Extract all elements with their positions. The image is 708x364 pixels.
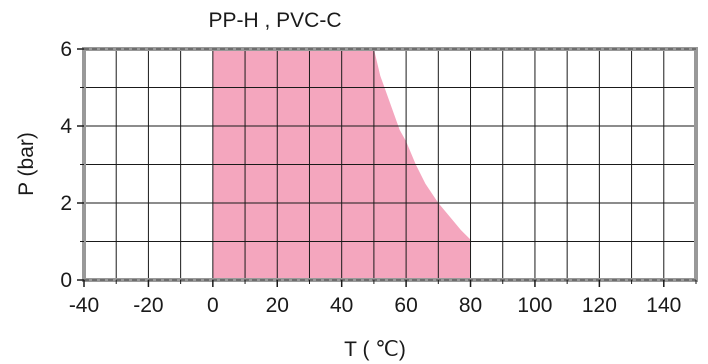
x-tick-label: 40	[330, 294, 353, 317]
plot-area: 0 2 4 6 -40 -20 0 20 40 60 80 100 120 140	[60, 38, 698, 317]
x-tick-label: 120	[582, 294, 617, 317]
y-tick-label: 2	[60, 192, 72, 215]
x-tick-label: -40	[69, 294, 99, 317]
x-tick-label: 80	[459, 294, 482, 317]
x-tick-label: 60	[394, 294, 417, 317]
x-tick-label: 100	[517, 294, 552, 317]
x-tick-label: 140	[646, 294, 681, 317]
x-tick-label: -20	[133, 294, 163, 317]
y-tick-label: 6	[60, 38, 72, 61]
y-tick-label: 0	[60, 269, 72, 292]
x-tick-label: 20	[266, 294, 289, 317]
x-axis-title: T ( ℃)	[344, 338, 406, 361]
chart-title: PP-H , PVC-C	[208, 9, 341, 32]
x-tick-label: 0	[207, 294, 219, 317]
y-axis-title: P (bar)	[15, 132, 38, 196]
y-tick-label: 4	[60, 115, 72, 138]
